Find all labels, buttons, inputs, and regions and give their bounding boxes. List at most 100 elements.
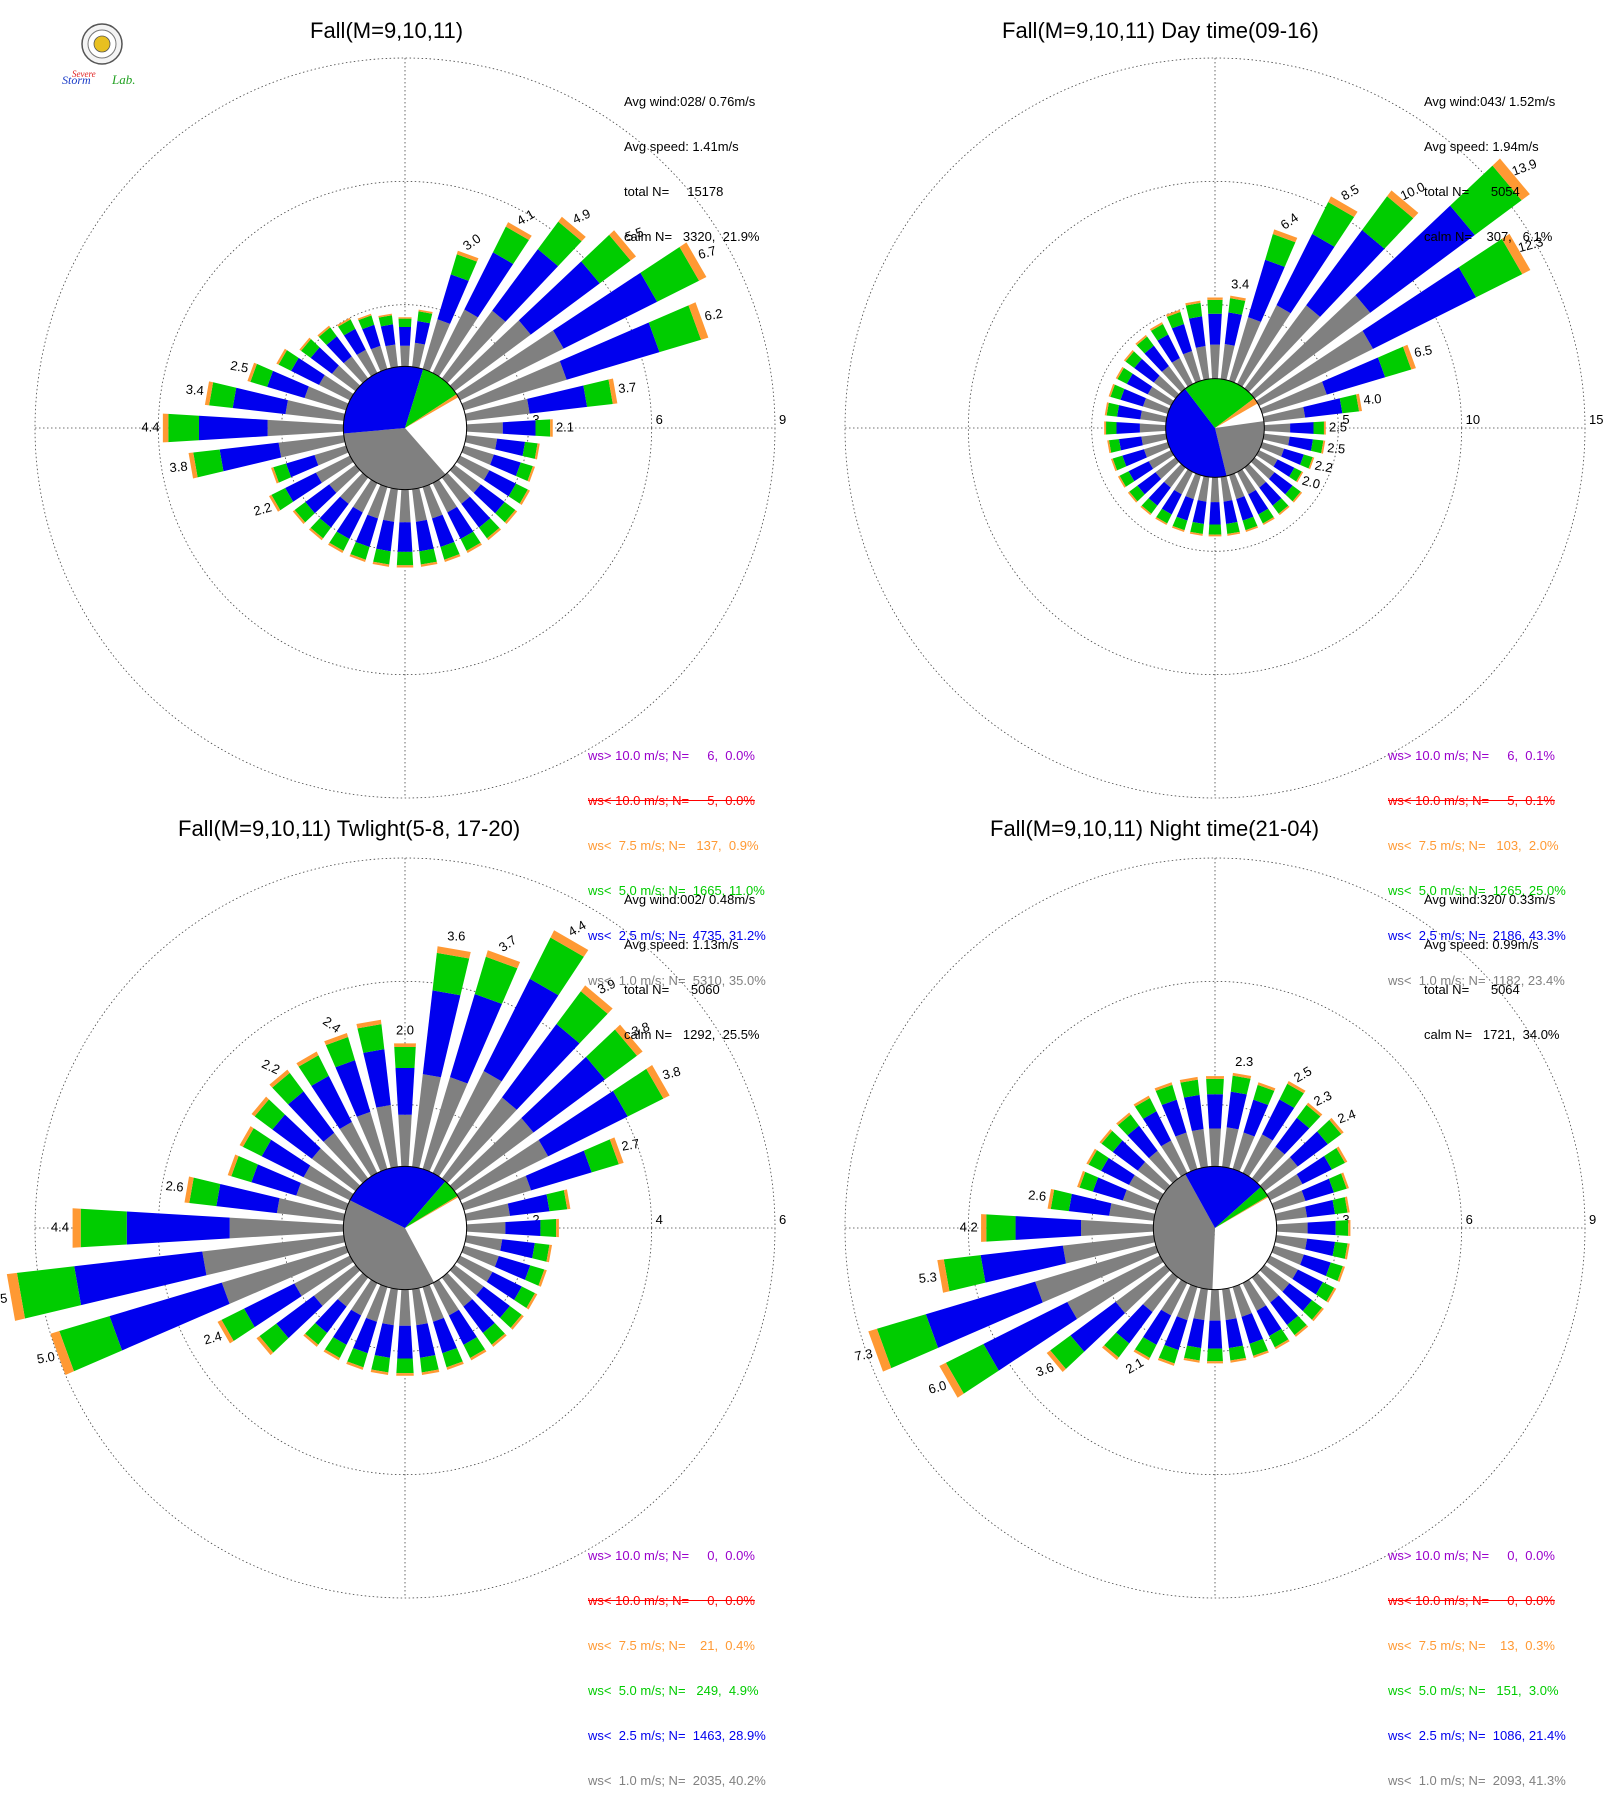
- direction-bar: 2.2: [252, 455, 354, 519]
- bar-segment: [1226, 522, 1240, 535]
- bar-segment: [437, 274, 469, 324]
- direction-bar: [1208, 477, 1222, 537]
- direction-bar: [1133, 1095, 1188, 1177]
- bar-segment: [1344, 1196, 1350, 1213]
- bar-segment: [1224, 312, 1242, 346]
- bar-segment: [1205, 1076, 1225, 1079]
- bar-segment: [1230, 1075, 1251, 1095]
- bar-segment: [482, 1322, 505, 1345]
- bar-segment: [1324, 1147, 1346, 1170]
- pie-slice-blue: [1165, 388, 1227, 478]
- ring-label: 9: [1589, 1212, 1596, 1227]
- bar-segment: [446, 1361, 464, 1370]
- bar-segment: [1287, 1315, 1307, 1336]
- bar-segment: [1341, 1172, 1349, 1189]
- bar-segment: [319, 496, 349, 528]
- bar-segment: [939, 1362, 964, 1398]
- bar-segment: [1015, 1216, 1082, 1240]
- bar-segment: [1116, 422, 1140, 434]
- bar-segment: [432, 1070, 502, 1177]
- bar-segment: [449, 993, 502, 1084]
- pie-slice-green: [405, 1181, 458, 1228]
- chart-title: Fall(M=9,10,11) Twlight(5-8, 17-20): [178, 816, 521, 841]
- bar-segment: [461, 1175, 532, 1211]
- bar-segment: [1112, 1140, 1146, 1171]
- bar-segment: [231, 1155, 258, 1183]
- legend-gt10: ws> 10.0 m/s; N= 6, 0.1%: [1388, 748, 1555, 763]
- bar-segment: [1142, 1272, 1179, 1313]
- bar-segment: [399, 327, 411, 346]
- bar-segment: [420, 561, 438, 567]
- bar-segment: [385, 344, 398, 369]
- calm-n: calm N= 3320, 21.9%: [624, 229, 760, 244]
- bar-segment: [1209, 502, 1221, 525]
- bar-segment: [1362, 196, 1414, 249]
- logo-text-lab: Lab.: [111, 72, 135, 87]
- bar-segment: [1253, 1084, 1275, 1106]
- bar-segment: [1197, 475, 1210, 502]
- bar-segment: [209, 382, 237, 409]
- direction-bar: 12.3: [1256, 233, 1545, 406]
- bar-segment: [461, 360, 567, 411]
- bar-segment: [412, 342, 425, 369]
- bar-segment: [441, 310, 506, 384]
- bar-segment: [1302, 1300, 1323, 1320]
- wind-rose-chart-twilight: 2 4 62.03.6 3.74.43.93.83.82.72.45.05.54.42…: [0, 857, 786, 1599]
- bar-segment: [495, 438, 526, 457]
- bar-segment: [421, 1369, 440, 1376]
- legend-lt5: ws< 5.0 m/s; N= 1265, 25.0%: [1388, 883, 1566, 898]
- bar-segment: [1208, 534, 1222, 537]
- bar-segment: [416, 1323, 436, 1358]
- bar-segment: [1501, 233, 1531, 275]
- bar-segment: [1262, 406, 1306, 423]
- speed-legend: ws> 10.0 m/s; N= 6, 0.0% ws< 10.0 m/s; N…: [588, 718, 766, 1018]
- direction-bar: [461, 445, 536, 482]
- bar-segment: [1242, 516, 1258, 531]
- legend-lt2-5: ws< 2.5 m/s; N= 4735, 31.2%: [588, 928, 766, 943]
- wind-rose-chart-fall: 3 6 9 3.0 4.1 4.9 5.5 6.7 6.2 3.7 2.1 2.2 3.8 4.4 3.4 2…: [34, 57, 786, 799]
- direction-bar: [1229, 473, 1259, 533]
- direction-bar: [251, 1096, 361, 1192]
- bar-segment: [422, 1284, 444, 1322]
- bar-segment: [72, 1208, 81, 1248]
- bar-segment: [495, 502, 516, 523]
- bar-segment: [412, 1074, 441, 1169]
- direction-bar: [1183, 1287, 1208, 1363]
- direction-bar: [1140, 463, 1186, 516]
- calm-n: calm N= 1721, 34.0%: [1424, 1027, 1560, 1042]
- bar-segment: [461, 1245, 499, 1267]
- bar-segment: [1115, 1264, 1171, 1314]
- bar-segment: [1229, 473, 1245, 500]
- bar-segment: [1270, 1295, 1299, 1326]
- bar-segment: [1179, 1076, 1198, 1083]
- bar-segment: [1220, 475, 1233, 502]
- bar-segment: [1141, 498, 1158, 514]
- bar-segment: [527, 385, 588, 414]
- bar-segment: [219, 442, 282, 472]
- bar-segment: [1161, 1099, 1187, 1137]
- bar-segment: [1289, 1131, 1328, 1167]
- ring-label: 9: [779, 412, 786, 427]
- legend-lt1: ws< 1.0 m/s; N= 2035, 40.2%: [588, 1773, 766, 1788]
- bar-segment: [329, 464, 361, 493]
- bar-segment: [272, 1072, 304, 1105]
- pie-slice-gray: [343, 1200, 435, 1290]
- bar-segment: [1303, 398, 1343, 418]
- bar-segment: [1306, 1102, 1323, 1117]
- bar-value-label: 6.0: [927, 1378, 948, 1397]
- direction-bar: [1232, 1284, 1269, 1359]
- bar-segment: [398, 1114, 412, 1167]
- bar-segment: [1104, 1332, 1130, 1358]
- bar-segment: [1171, 357, 1193, 387]
- bar-segment: [303, 1333, 319, 1347]
- bar-segment: [299, 337, 311, 351]
- bar-segment: [537, 221, 582, 267]
- bar-segment: [1308, 457, 1315, 470]
- direction-bar: 2.3: [1222, 1054, 1253, 1169]
- bar-segment: [688, 302, 709, 340]
- bar-segment: [318, 375, 354, 401]
- bar-segment: [436, 946, 471, 959]
- bar-segment: [1157, 334, 1180, 363]
- bar-value-label: 2.5: [1327, 440, 1346, 457]
- direction-bar: 3.8: [169, 435, 346, 479]
